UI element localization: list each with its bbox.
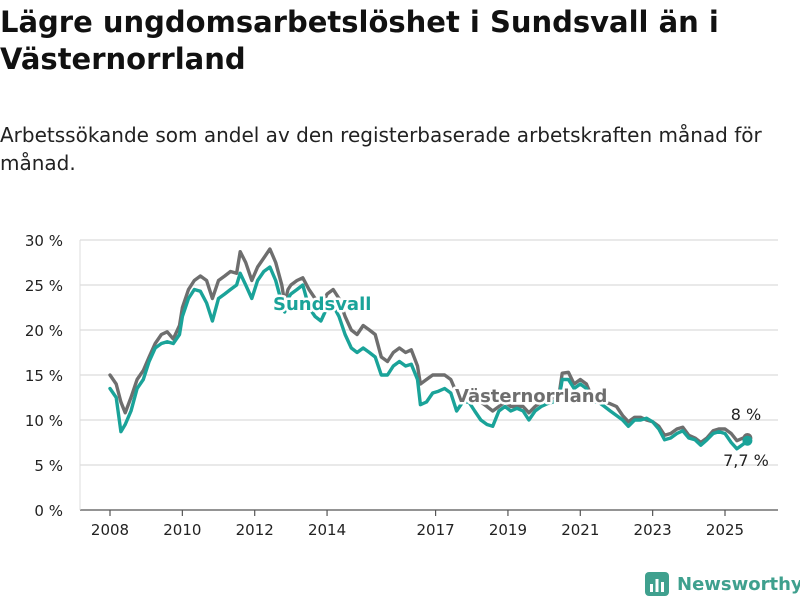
series-line-sundsvall — [108, 265, 750, 451]
series-line-västernorrland — [108, 247, 750, 445]
series-name-label: Västernorrland — [455, 386, 607, 407]
newsworthy-logo: Newsworthy — [645, 570, 800, 598]
series-end-label: 8 % — [731, 405, 761, 424]
x-tick-label: 2021 — [561, 521, 599, 539]
bar-chart-logo-icon — [645, 572, 669, 596]
y-tick-label: 5 % — [34, 457, 63, 475]
x-tick-label: 2023 — [634, 521, 672, 539]
x-tick-label: 2019 — [489, 521, 527, 539]
x-tick-label: 2012 — [236, 521, 274, 539]
y-tick-label: 15 % — [25, 367, 63, 385]
series-end-point — [742, 435, 753, 446]
y-tick-label: 0 % — [34, 502, 63, 520]
x-tick-label: 2025 — [706, 521, 744, 539]
y-tick-label: 20 % — [25, 322, 63, 340]
x-tick-label: 2008 — [91, 521, 129, 539]
chart-title: Lägre ungdomsarbetslöshet i Sundsvall än… — [0, 5, 719, 76]
chart-subtitle: Arbetssökande som andel av den registerb… — [0, 123, 762, 175]
series-end-label: 7,7 % — [723, 451, 769, 470]
y-axis-tick-labels: 0 % 5 % 10 % 15 % 20 % 25 % 30 % — [25, 232, 63, 520]
series-name-label: Sundsvall — [273, 294, 371, 315]
grid-lines — [80, 239, 778, 466]
logo-text: Newsworthy — [677, 573, 800, 595]
series-labels: Sundsvall Västernorrland 8 % 7,7 % — [271, 292, 769, 471]
x-tick-label: 2017 — [416, 521, 454, 539]
x-tick-label: 2014 — [308, 521, 346, 539]
x-tick-label: 2010 — [163, 521, 201, 539]
y-tick-label: 30 % — [25, 232, 63, 250]
series-lines — [108, 247, 753, 451]
x-axis: 2008 2010 2012 2014 2017 2019 2021 2023 2025 — [79, 240, 778, 539]
y-tick-label: 10 % — [25, 412, 63, 430]
y-tick-label: 25 % — [25, 277, 63, 295]
